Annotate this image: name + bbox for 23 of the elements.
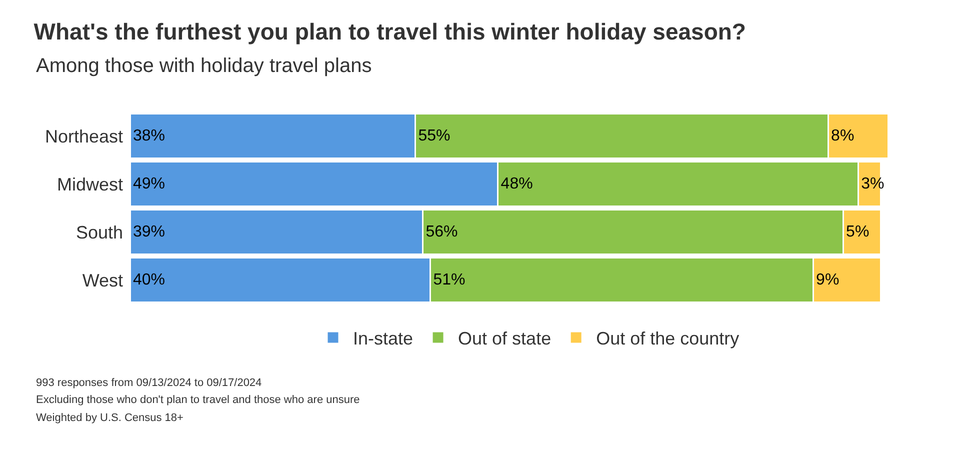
y-tick-label: Northeast — [44, 126, 123, 146]
data-label: 38% — [133, 128, 166, 144]
data-label: 39% — [133, 224, 166, 240]
legend-label: In-state — [353, 328, 414, 349]
data-label: 55% — [418, 128, 450, 144]
y-tick-label: West — [82, 270, 123, 290]
legend-label: Out of the country — [596, 328, 740, 349]
data-label: 48% — [500, 176, 533, 192]
text: 993 responses from 09/13/2024 to 09/17/2024 — [36, 377, 262, 389]
data-label: 8% — [831, 128, 854, 144]
text: Excluding those who don't plan to travel and those who are unsure — [36, 394, 360, 406]
data-label: 49% — [133, 176, 166, 192]
data-label: 51% — [433, 272, 466, 288]
legend-label: Out of state — [458, 328, 552, 349]
data-label: 5% — [846, 224, 870, 240]
y-tick-label: South — [76, 222, 123, 242]
data-label: 40% — [133, 272, 166, 288]
text: Weighted by U.S. Census 18+ — [36, 412, 184, 424]
y-tick-label: Midwest — [56, 174, 123, 194]
data-label: 9% — [816, 272, 840, 288]
chart-subtitle: Among those with holiday travel plans — [36, 55, 372, 77]
data-label: 56% — [426, 224, 458, 240]
chart-title: What's the furthest you plan to travel this winter holiday season? — [34, 18, 746, 44]
